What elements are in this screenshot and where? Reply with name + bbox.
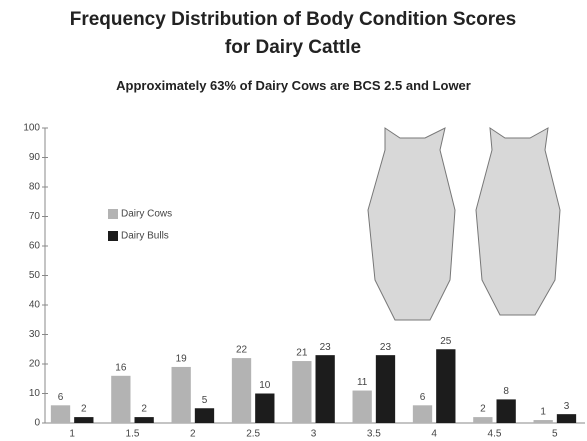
bar <box>352 390 372 423</box>
data-label: 3 <box>564 401 570 412</box>
data-label: 5 <box>202 395 208 406</box>
x-tick-label: 3 <box>311 429 317 440</box>
data-label: 16 <box>115 362 127 373</box>
y-tick-label: 100 <box>23 123 40 134</box>
bar <box>194 408 215 423</box>
chart-subtitle: Approximately 63% of Dairy Cows are BCS … <box>116 78 471 93</box>
x-tick-label: 3.5 <box>367 429 381 440</box>
bar <box>556 414 577 423</box>
legend-swatch <box>108 209 118 219</box>
data-label: 19 <box>176 354 188 365</box>
data-label: 23 <box>380 342 392 353</box>
bar <box>315 355 335 423</box>
bar <box>255 393 275 423</box>
data-label: 23 <box>320 342 332 353</box>
data-label: 2 <box>141 404 147 415</box>
y-tick-label: 70 <box>29 211 41 222</box>
data-label: 10 <box>259 380 271 391</box>
bar <box>533 420 553 423</box>
data-label: 11 <box>357 377 368 388</box>
x-tick-label: 5 <box>552 429 558 440</box>
y-tick-label: 0 <box>34 418 40 429</box>
data-label: 2 <box>480 404 486 415</box>
x-tick-label: 1.5 <box>126 429 140 440</box>
data-label: 6 <box>420 392 426 403</box>
legend-swatch <box>108 231 118 241</box>
x-tick-label: 1 <box>69 429 75 440</box>
bar <box>50 405 71 423</box>
data-label: 22 <box>236 345 248 356</box>
data-label: 21 <box>296 348 308 359</box>
bar <box>111 375 131 423</box>
bar <box>171 366 191 423</box>
bar <box>473 417 493 423</box>
bar <box>412 405 433 423</box>
cow-illustration <box>367 127 561 321</box>
legend-label: Dairy Cows <box>121 209 172 220</box>
x-tick-label: 4.5 <box>488 429 502 440</box>
bar <box>292 361 312 423</box>
chart-title: Frequency Distribution of Body Condition… <box>69 9 517 58</box>
y-tick-label: 10 <box>29 388 41 399</box>
data-label: 25 <box>440 336 452 347</box>
x-tick-label: 2 <box>190 429 196 440</box>
y-tick-label: 30 <box>29 329 41 340</box>
x-tick-label: 2.5 <box>246 429 260 440</box>
bar <box>436 349 456 423</box>
y-tick-label: 80 <box>29 182 41 193</box>
legend-label: Dairy Bulls <box>121 231 169 242</box>
y-tick-label: 60 <box>29 241 41 252</box>
data-label: 8 <box>503 386 509 397</box>
x-tick-label: 4 <box>431 429 437 440</box>
y-tick-label: 90 <box>29 152 41 163</box>
bar <box>496 399 516 423</box>
data-label: 2 <box>81 404 87 415</box>
data-label: 6 <box>58 392 64 403</box>
bar <box>134 417 154 423</box>
bar <box>74 417 94 423</box>
y-tick-label: 20 <box>29 359 41 370</box>
bar <box>231 358 252 423</box>
y-tick-label: 50 <box>29 270 41 281</box>
y-tick-label: 40 <box>29 300 41 311</box>
data-label: 1 <box>540 407 546 418</box>
bar <box>375 355 396 423</box>
